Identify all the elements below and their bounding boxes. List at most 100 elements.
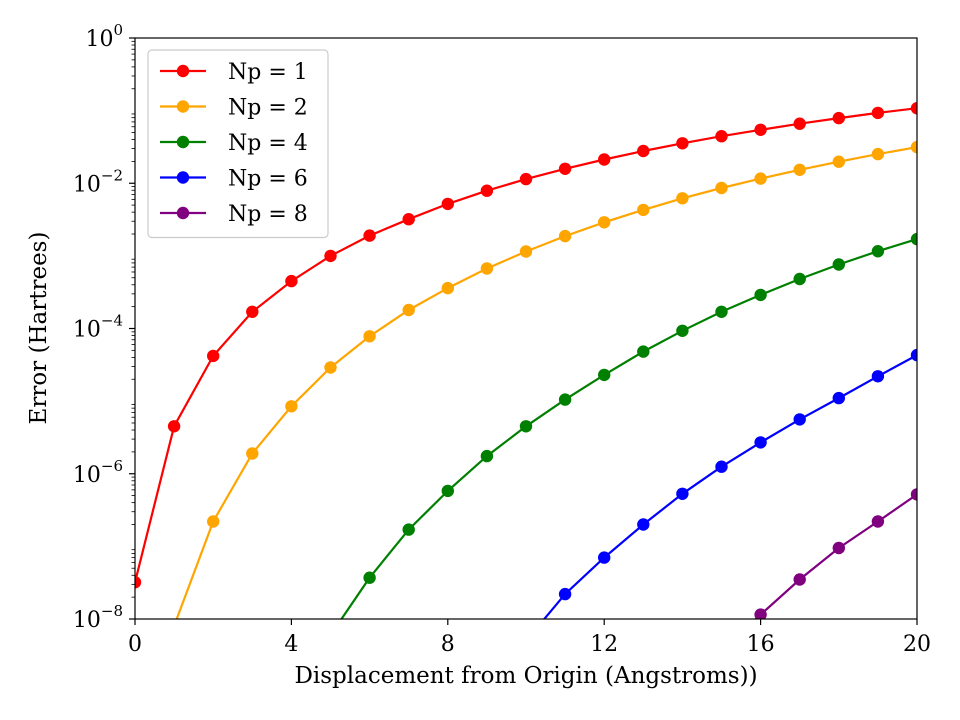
data-point xyxy=(754,288,767,302)
y-tick-exponent: −8 xyxy=(101,602,123,620)
data-point xyxy=(754,123,767,136)
legend-item: Np = 4 xyxy=(160,131,308,156)
x-tick-label: 16 xyxy=(747,632,775,657)
legend-box xyxy=(147,49,329,239)
data-point xyxy=(754,436,767,449)
y-tick-base: 10 xyxy=(73,172,101,197)
data-point xyxy=(363,330,376,343)
data-point xyxy=(285,274,298,288)
data-point xyxy=(793,573,806,586)
legend-swatch-marker xyxy=(176,206,190,220)
data-point xyxy=(832,258,845,271)
data-point xyxy=(910,232,917,246)
data-point xyxy=(832,391,845,405)
legend-swatch-marker xyxy=(176,135,190,149)
data-point xyxy=(520,635,532,647)
data-point xyxy=(324,361,337,374)
y-tick-base: 10 xyxy=(73,608,101,633)
data-point xyxy=(676,487,689,500)
series-1 xyxy=(135,102,917,589)
y-tick-exponent: −4 xyxy=(101,312,123,330)
legend-label: Np = 4 xyxy=(228,131,308,156)
y-tick-label: 10−6 xyxy=(73,457,123,488)
data-point xyxy=(832,111,845,125)
legend-item: Np = 1 xyxy=(160,60,308,85)
data-point xyxy=(637,203,650,217)
data-point xyxy=(793,413,806,426)
legend-swatch-marker xyxy=(176,100,190,113)
x-axis: 0 4 8 12 16 20 xyxy=(128,619,931,657)
y-tick-label: 10−2 xyxy=(73,166,123,197)
data-point xyxy=(519,245,533,258)
x-tick-label: 4 xyxy=(284,632,298,657)
data-point xyxy=(363,229,376,242)
x-tick-label: 20 xyxy=(903,632,931,657)
y-tick-base: 10 xyxy=(85,27,113,52)
legend-item: Np = 2 xyxy=(160,96,308,121)
data-point xyxy=(480,262,494,275)
data-point xyxy=(207,349,220,363)
y-axis-label: Error (Hartrees) xyxy=(26,232,52,425)
data-point xyxy=(441,197,454,211)
data-point xyxy=(910,348,917,362)
data-point xyxy=(637,518,650,531)
y-tick-base: 10 xyxy=(73,463,101,488)
data-point xyxy=(207,515,220,528)
data-point xyxy=(871,245,885,258)
data-point xyxy=(558,229,572,243)
legend-swatch-marker xyxy=(176,171,190,184)
data-point xyxy=(832,155,845,168)
data-point xyxy=(871,147,885,161)
legend-label: Np = 1 xyxy=(228,60,308,85)
data-point xyxy=(246,447,259,460)
y-tick-base: 10 xyxy=(73,318,101,343)
data-point xyxy=(637,345,650,358)
data-point xyxy=(246,305,259,318)
data-point xyxy=(598,153,611,166)
data-point xyxy=(793,272,806,286)
series-4 xyxy=(520,348,917,647)
data-point xyxy=(441,484,454,498)
data-point xyxy=(558,162,572,175)
legend-label: Np = 2 xyxy=(228,96,308,121)
data-point xyxy=(441,281,454,295)
data-point xyxy=(910,488,917,501)
data-point xyxy=(480,184,494,197)
x-tick-label: 8 xyxy=(441,632,455,657)
data-point xyxy=(168,620,180,632)
data-point xyxy=(676,137,689,150)
series-line xyxy=(754,493,917,619)
y-tick-label: 10−8 xyxy=(73,602,123,633)
data-point xyxy=(793,117,806,130)
data-point xyxy=(363,571,376,584)
data-point xyxy=(519,172,533,186)
data-point xyxy=(871,106,885,120)
data-point xyxy=(715,460,728,473)
data-point xyxy=(519,420,533,433)
data-point xyxy=(558,587,572,601)
data-point xyxy=(598,551,611,564)
series-line xyxy=(542,354,917,619)
series-layer xyxy=(135,102,917,647)
data-point xyxy=(480,449,494,463)
y-tick-label: 10−4 xyxy=(73,312,123,343)
legend-item: Np = 6 xyxy=(160,167,308,192)
data-point xyxy=(871,370,885,383)
x-tick-label: 0 xyxy=(128,632,142,657)
data-point xyxy=(324,249,337,263)
y-tick-exponent: 0 xyxy=(113,21,123,39)
legend-label: Np = 8 xyxy=(228,202,308,227)
legend-label: Np = 6 xyxy=(228,167,308,192)
legend-swatch-marker xyxy=(176,64,190,78)
data-point xyxy=(754,608,767,619)
y-tick-exponent: −2 xyxy=(101,166,123,184)
data-point xyxy=(402,213,415,226)
data-point xyxy=(402,523,415,536)
data-point xyxy=(324,629,336,641)
data-point xyxy=(715,130,728,143)
data-point xyxy=(676,324,689,337)
data-point xyxy=(598,216,611,229)
legend-item: Np = 8 xyxy=(160,202,308,227)
